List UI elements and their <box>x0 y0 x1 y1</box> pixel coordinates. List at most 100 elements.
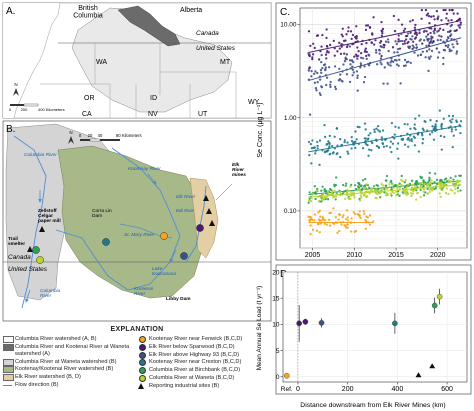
map-b-industrial-site <box>27 246 33 252</box>
chart-c-point <box>418 31 421 35</box>
chart-c-point <box>307 69 310 72</box>
chart-c-point <box>381 30 384 33</box>
chart-c-point <box>407 145 410 148</box>
chart-c-point <box>348 45 352 48</box>
chart-c-point <box>398 47 402 50</box>
chart-c-point <box>455 179 459 183</box>
chart-c-point <box>452 134 455 137</box>
chart-c-point <box>403 42 406 45</box>
chart-c-point <box>345 209 349 212</box>
chart-c-point <box>395 194 398 197</box>
chart-c-point <box>318 231 321 234</box>
chart-c-point <box>405 186 408 189</box>
chart-c-point <box>445 187 449 190</box>
chart-c-point <box>314 152 317 155</box>
chart-c-point <box>414 23 417 27</box>
chart-c-point <box>385 144 388 148</box>
chart-c-point <box>375 187 378 190</box>
chart-c-point <box>364 128 367 131</box>
chart-c-point <box>422 184 425 188</box>
chart-c-point <box>451 145 454 149</box>
chart-c-point <box>450 18 453 22</box>
chart-c-point <box>368 223 372 226</box>
chart-c-point <box>355 138 358 141</box>
chart-c-point <box>442 62 445 66</box>
chart-c-point <box>311 56 314 59</box>
chart-c-point <box>341 80 344 83</box>
map-b-label-st-mary-river: St. Mary River <box>124 232 155 238</box>
chart-c-point <box>412 40 415 43</box>
chart-c-point <box>458 17 461 21</box>
chart-c-point <box>388 183 391 186</box>
chart-c-point <box>328 224 332 227</box>
map-b-label-kootenay-river: Kootenay River <box>128 166 161 172</box>
chart-c-point <box>419 195 422 199</box>
chart-c-point <box>400 23 404 26</box>
chart-c-point <box>450 121 453 124</box>
chart-c-point <box>400 183 403 187</box>
legend-item-label: Columbia River at Waneta watershed (B) <box>15 358 117 365</box>
legend-item: Elk River above Highway 93 (B,C,D) <box>137 351 271 359</box>
chart-c-point <box>352 60 355 64</box>
legend-item: Columbia River at Waneta (B,C,D) <box>137 374 271 382</box>
map-b-label-columbia-river-bottom: Columbia River <box>40 288 61 299</box>
chart-c-point <box>365 195 368 199</box>
chart-c-point <box>324 68 327 71</box>
chart-c-point <box>397 126 400 129</box>
map-b-label-lake-koocanusa: Lake Koocanusa <box>152 266 176 277</box>
chart-c-point <box>428 48 431 51</box>
chart-c-point <box>376 125 380 128</box>
chart-d-ytick-label: 20 <box>272 269 280 276</box>
map-a: British Columbia Alberta Canada United St… <box>2 2 272 119</box>
chart-c-point <box>333 135 336 138</box>
legend-swatch <box>3 336 14 343</box>
map-b-elk-watershed <box>189 177 219 259</box>
chart-c-point <box>443 49 447 52</box>
chart-c-point <box>356 46 359 49</box>
chart-c-point <box>338 190 342 194</box>
chart-c-point <box>393 29 397 33</box>
chart-c-point <box>432 187 435 190</box>
chart-c-point <box>358 125 361 129</box>
chart-c-point <box>346 219 350 222</box>
chart-c-point <box>359 184 363 188</box>
chart-c-point <box>367 137 370 140</box>
chart-c-point <box>346 226 349 229</box>
chart-c-point <box>402 29 406 32</box>
chart-c-point <box>325 36 328 40</box>
chart-c-point <box>413 123 416 126</box>
chart-c-point <box>450 8 454 12</box>
chart-c-point <box>345 45 349 49</box>
legend-dot-icon <box>139 367 146 375</box>
map-a-north-arrow: N <box>13 82 19 96</box>
chart-c-point <box>307 140 311 144</box>
chart-c-point <box>350 59 354 62</box>
chart-c-point <box>395 59 398 62</box>
chart-c-point <box>404 38 408 41</box>
chart-c-point <box>345 182 348 185</box>
chart-c-point <box>418 39 421 42</box>
chart-c-point <box>426 187 429 191</box>
chart-c-point <box>325 223 329 226</box>
chart-c-point <box>403 143 407 146</box>
map-a-coastline <box>3 3 60 118</box>
map-a-scale-400: 400 Kilometers <box>38 107 65 112</box>
map-b-station-fenwick <box>160 232 168 240</box>
chart-c-point <box>319 215 322 218</box>
chart-c-point <box>312 42 315 45</box>
map-b-kootenay-river <box>55 147 181 291</box>
chart-c-point <box>345 73 349 76</box>
chart-c-point <box>318 209 321 213</box>
chart-c-point <box>421 127 424 130</box>
chart-c-point <box>393 137 396 140</box>
map-b-flow-arrow-2 <box>147 173 157 185</box>
map-b-mines-leader <box>215 183 233 201</box>
chart-c-point <box>407 136 410 140</box>
chart-c-point <box>450 33 453 36</box>
legend-swatch <box>3 366 14 374</box>
chart-c-point <box>320 189 323 192</box>
chart-c-point <box>354 146 357 150</box>
chart-c-point <box>398 186 402 190</box>
svg-text:20: 20 <box>88 133 93 138</box>
chart-c-point <box>389 61 392 64</box>
